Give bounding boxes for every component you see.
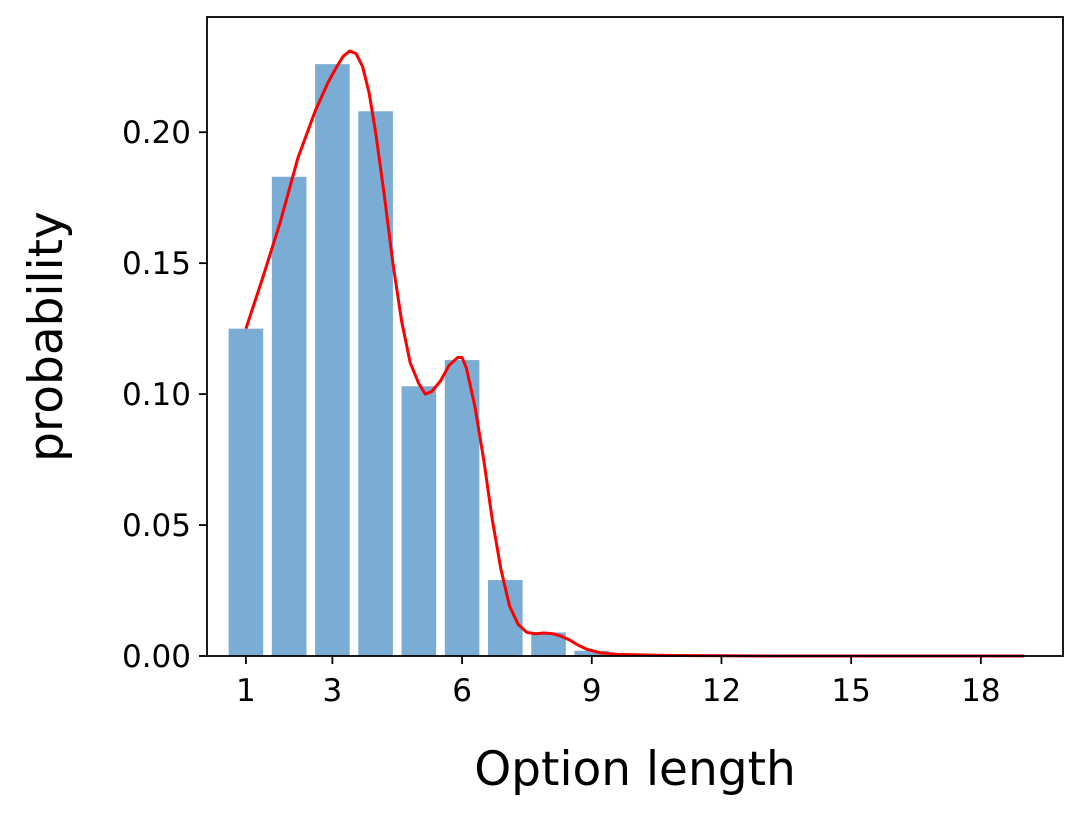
bar-3 — [315, 64, 350, 656]
bar-1 — [229, 329, 264, 656]
x-tick-label: 3 — [323, 673, 343, 709]
x-tick-label: 18 — [961, 673, 1000, 709]
y-tick-label: 0.00 — [122, 639, 191, 675]
x-tick-label: 6 — [452, 673, 472, 709]
y-tick-label: 0.15 — [122, 246, 191, 282]
bar-5 — [402, 386, 437, 656]
y-tick-label: 0.05 — [122, 508, 191, 544]
x-axis-ticks: 1 3 6 9 12 15 18 — [236, 656, 1001, 709]
x-tick-label: 12 — [702, 673, 741, 709]
y-tick-label: 0.20 — [122, 115, 191, 151]
x-axis-title: Option length — [474, 742, 796, 797]
bar-2 — [272, 177, 307, 656]
x-tick-label: 15 — [831, 673, 870, 709]
y-axis-ticks: 0.00 0.05 0.10 0.15 0.20 — [122, 115, 207, 675]
x-tick-label: 1 — [236, 673, 256, 709]
y-tick-label: 0.10 — [122, 377, 191, 413]
x-tick-label: 9 — [582, 673, 602, 709]
y-axis-title: probability — [19, 211, 74, 462]
bar-4 — [358, 111, 393, 656]
